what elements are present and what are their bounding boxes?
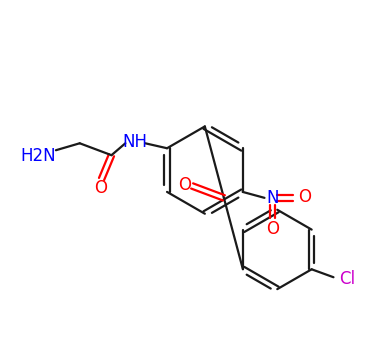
Text: O: O (266, 219, 279, 238)
Text: O: O (94, 179, 107, 197)
Text: O: O (298, 188, 311, 206)
Text: NH: NH (123, 133, 148, 151)
Text: O: O (178, 176, 191, 194)
Text: H2N: H2N (20, 147, 56, 165)
Text: Cl: Cl (339, 270, 356, 288)
Text: N: N (266, 189, 279, 207)
